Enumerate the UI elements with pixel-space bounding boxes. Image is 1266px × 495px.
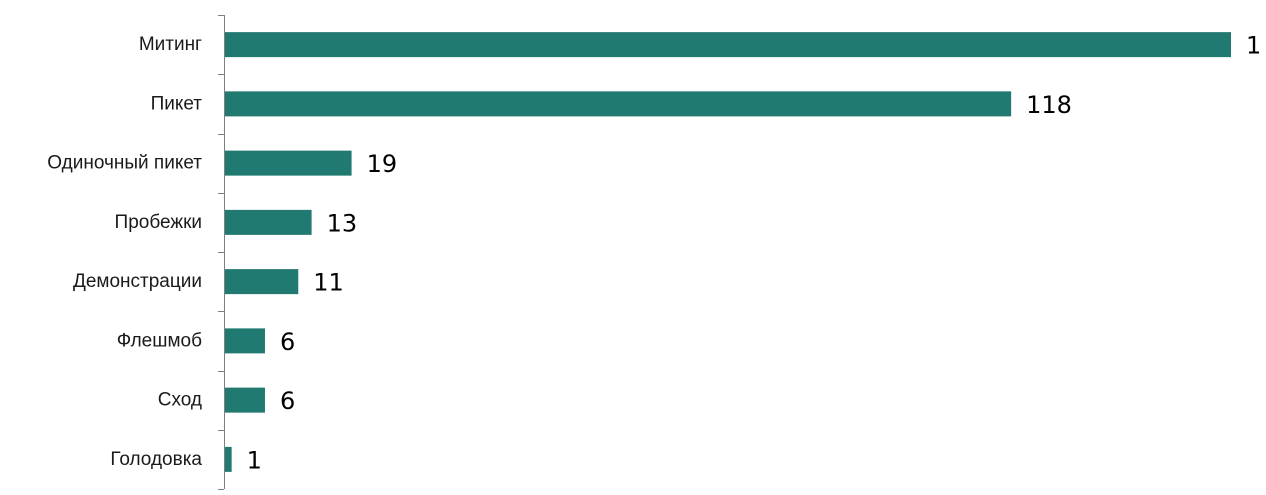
bar [225, 387, 265, 413]
category-label: Демонстрации [73, 271, 202, 292]
category-label: Пикет [151, 93, 203, 114]
value-label: 1 [1246, 32, 1261, 60]
value-label: 11 [313, 269, 344, 297]
category-label: Митинг [139, 34, 202, 55]
value-label: 118 [1026, 91, 1072, 119]
bar [225, 32, 1231, 58]
bar [225, 150, 352, 176]
category-label: Флешмоб [117, 330, 202, 351]
y-axis [218, 15, 225, 490]
category-label: Одиночный пикет [47, 153, 202, 174]
value-label: 13 [327, 209, 358, 237]
category-label: Сход [158, 390, 202, 411]
bar [225, 91, 1012, 117]
category-labels: Митинг Пикет Одиночный пикет Пробежки Демонс… [47, 34, 202, 470]
bar [225, 209, 312, 235]
value-label: 19 [367, 150, 398, 178]
bar [225, 328, 265, 354]
value-labels: 1 118 19 13 11 6 6 1 [247, 32, 1262, 475]
bar [225, 446, 232, 472]
category-label: Голодовка [110, 449, 202, 470]
value-label: 6 [280, 387, 295, 415]
value-label: 6 [280, 328, 295, 356]
category-label: Пробежки [115, 212, 202, 233]
bars [225, 32, 1231, 472]
value-label: 1 [247, 446, 262, 474]
bar [225, 269, 299, 295]
